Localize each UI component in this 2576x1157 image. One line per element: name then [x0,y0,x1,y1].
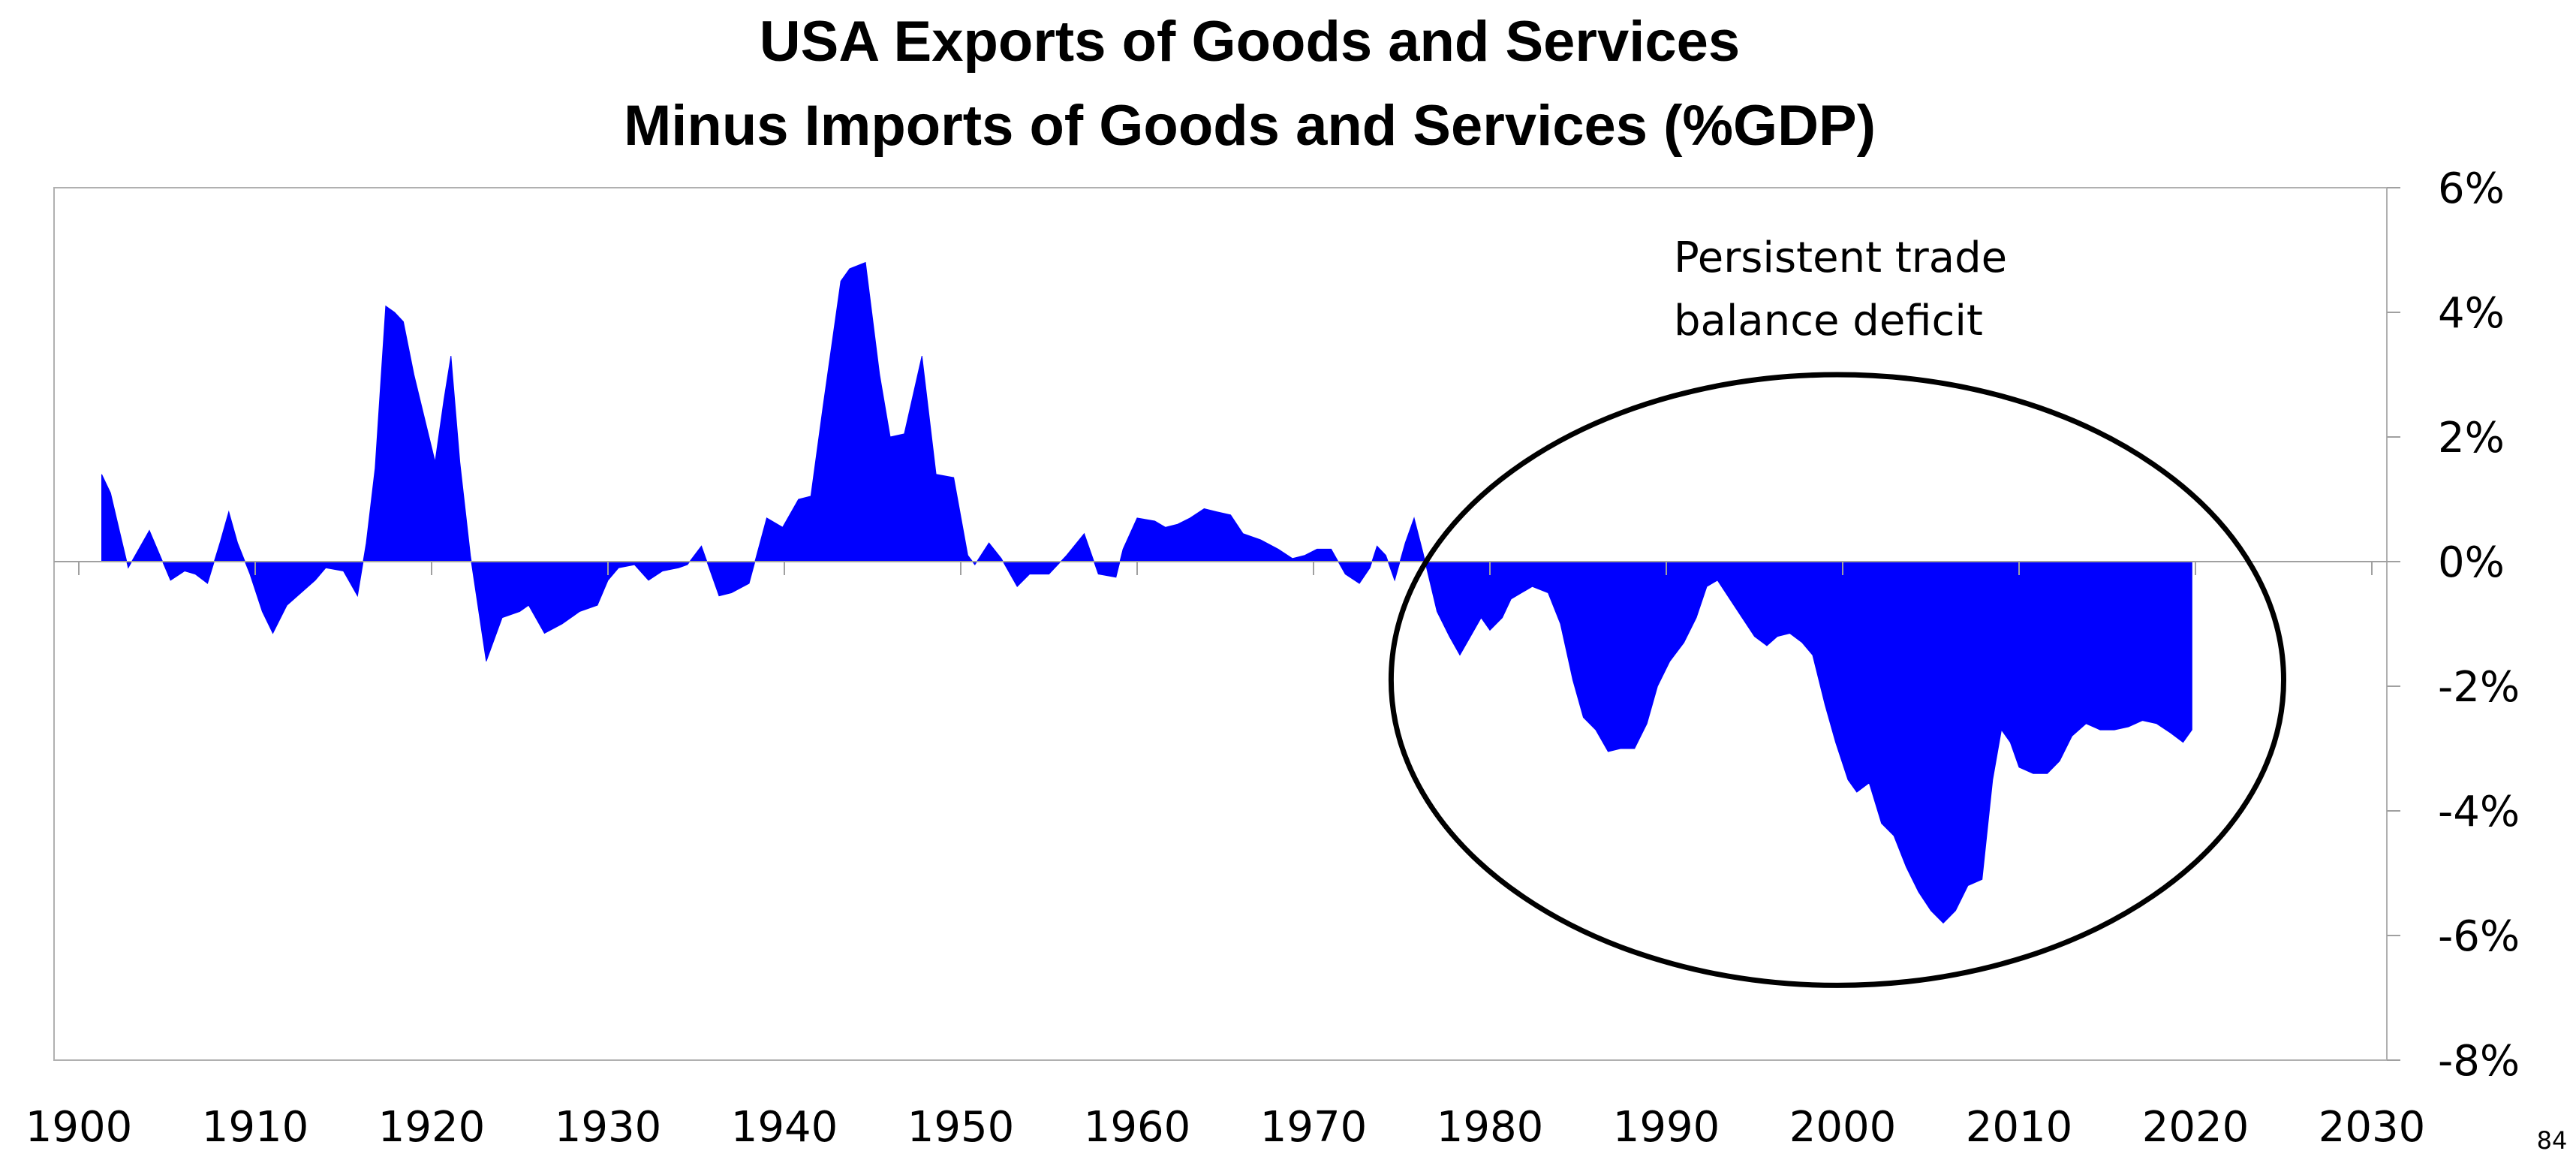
x-tick-label: 1960 [1084,1103,1191,1152]
plot-frame [53,187,2388,1061]
y-tick-label: 4% [2438,289,2505,338]
annotation-line-2: balance deficit [1674,297,1983,345]
x-tick-label: 2030 [2319,1103,2426,1152]
deficit-ellipse [1388,372,2286,988]
y-tick-label: -2% [2438,663,2520,712]
x-tick-label: 1900 [26,1103,133,1152]
x-tick-label: 1940 [731,1103,838,1152]
annotation-layer: Persistent trade balance deficit [1388,234,2286,988]
y-tick-label: 0% [2438,538,2505,587]
chart-title: USA Exports of Goods and Services Minus … [0,0,2499,168]
y-tick-label: -8% [2438,1037,2520,1086]
x-tick-label: 2010 [1966,1103,2073,1152]
y-tick-label: -4% [2438,788,2520,836]
x-tick-label: 1990 [1613,1103,1720,1152]
x-tick-label: 1930 [555,1103,662,1152]
chart-title-line-1: USA Exports of Goods and Services [759,10,1741,74]
area-layer [101,261,2192,924]
x-tick-label: 1950 [907,1103,1015,1152]
annotation-line-1: Persistent trade [1674,234,2007,282]
x-tick-label: 2000 [1789,1103,1897,1152]
chart-title-line-2: Minus Imports of Goods and Services (%GD… [623,94,1876,158]
x-tick-label: 1980 [1437,1103,1544,1152]
x-tick-label: 1910 [202,1103,309,1152]
x-tick-label: 1920 [378,1103,486,1152]
y-tick-label: -6% [2438,912,2520,961]
x-tick-label: 2020 [2142,1103,2249,1152]
area-series-0 [101,261,2192,924]
axis-layer: 1900 1910 1920 1930 1940 1950 1960 1970 1980 1990… [26,164,2520,1152]
y-tick-label: 6% [2438,164,2505,213]
y-tick-label: 2% [2438,414,2505,462]
page-number: 84 [2537,1126,2568,1155]
x-tick-label: 1970 [1260,1103,1368,1152]
